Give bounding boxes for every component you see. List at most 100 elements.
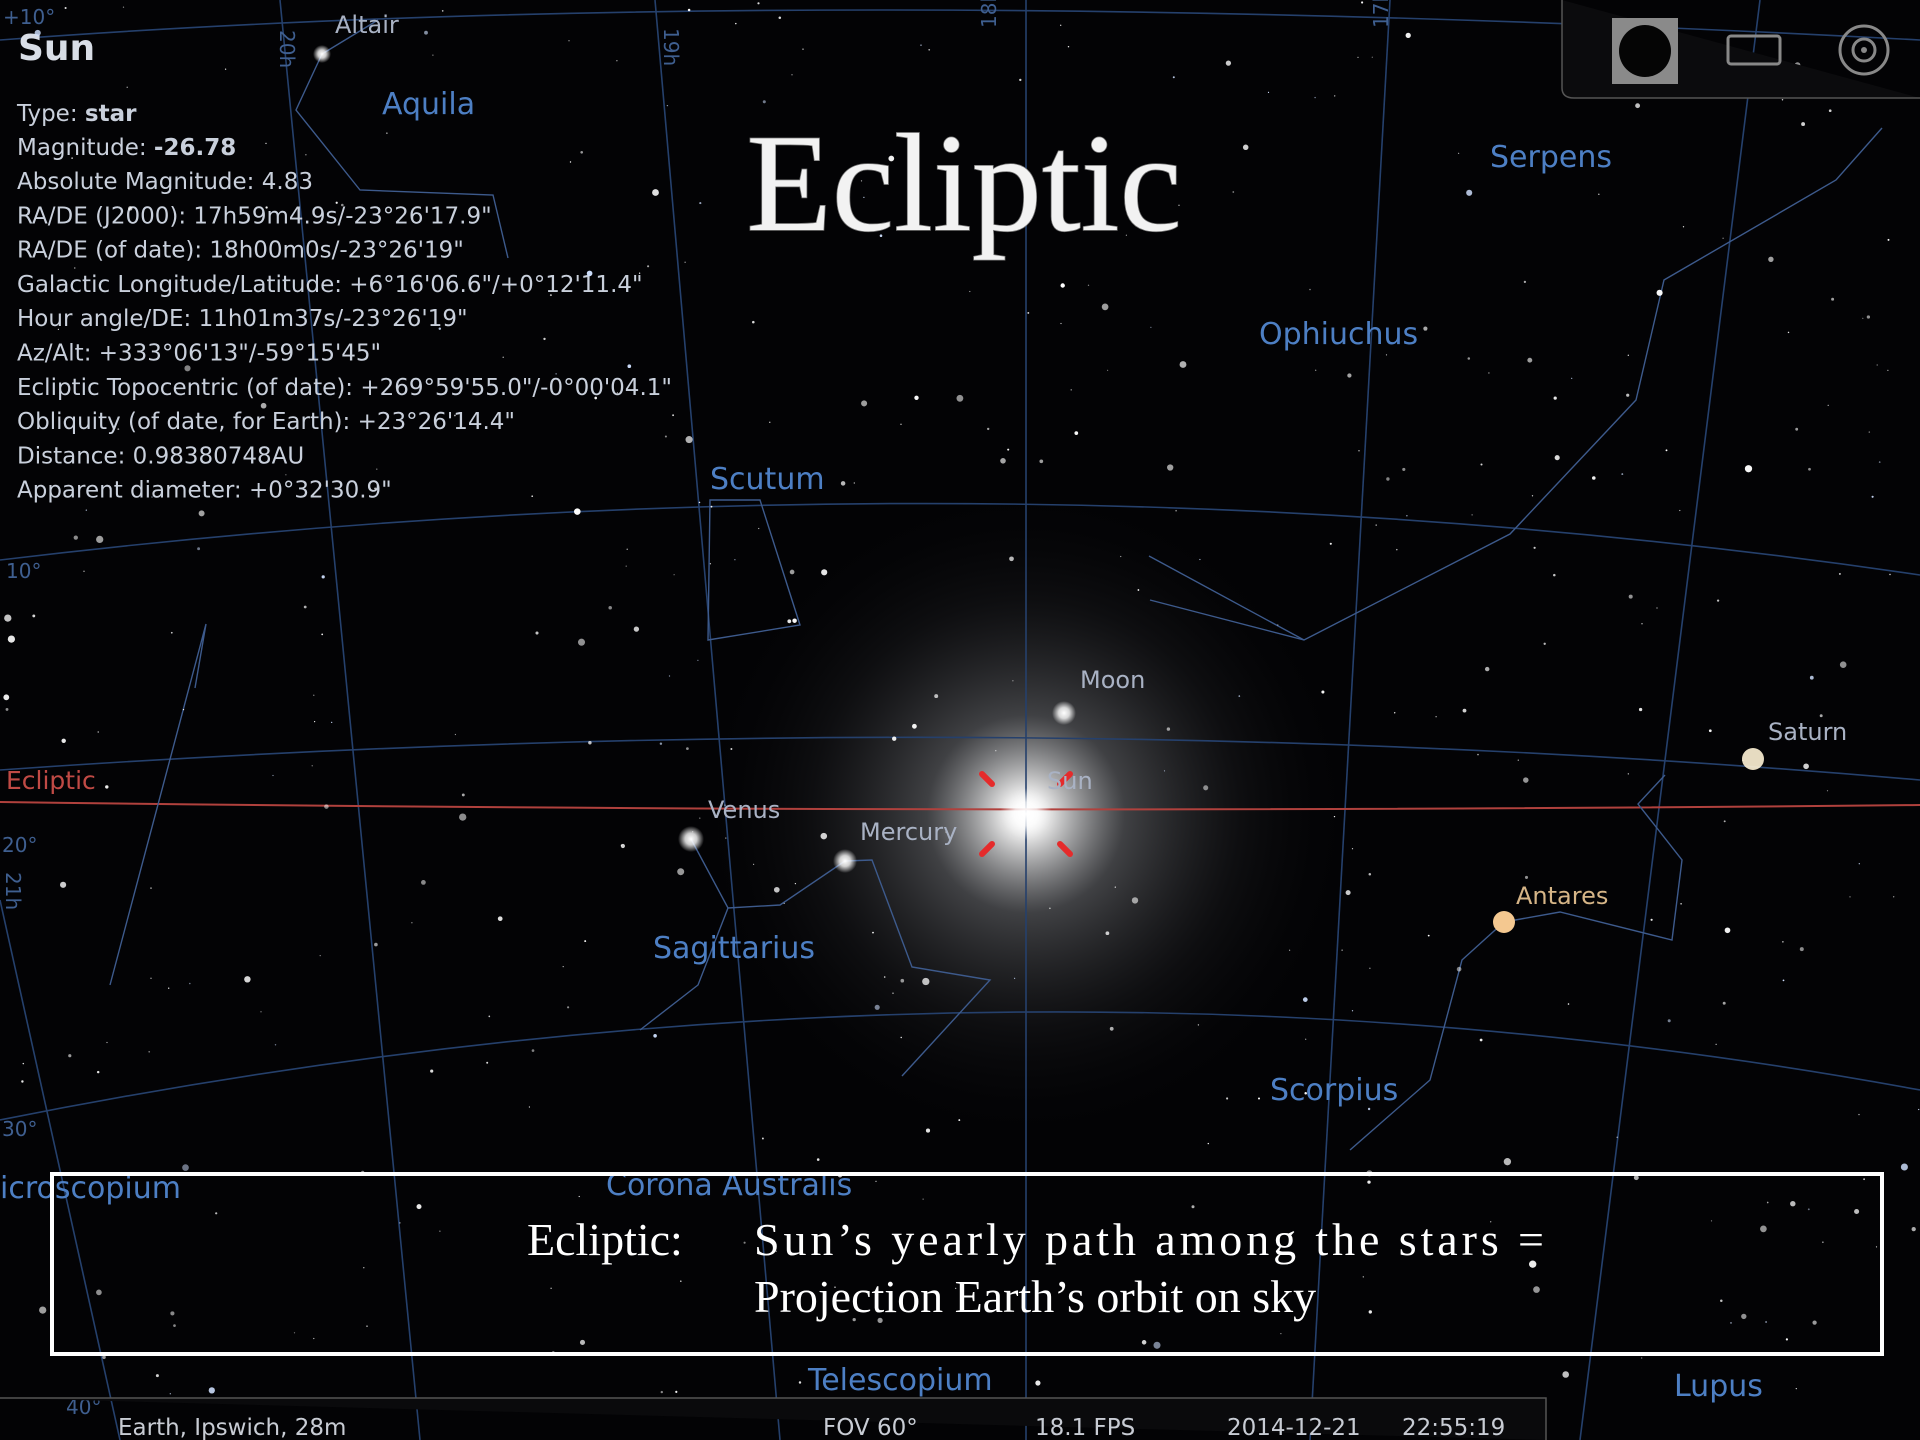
star	[1869, 431, 1870, 432]
star	[60, 882, 66, 888]
star	[320, 955, 321, 956]
star	[430, 1070, 433, 1073]
star	[1367, 1180, 1370, 1183]
star	[156, 1374, 159, 1377]
star	[1485, 667, 1489, 671]
star	[1765, 1321, 1767, 1323]
star	[1803, 763, 1809, 769]
star	[1361, 1, 1363, 3]
info-label: Type:	[16, 101, 78, 127]
caption-text: Projection Earth’s orbit on sky	[754, 1271, 1316, 1322]
slide-title: Ecliptic	[746, 106, 1181, 261]
toolbar-icon	[1861, 47, 1867, 53]
star	[1730, 1322, 1732, 1324]
star	[173, 1324, 176, 1327]
star	[934, 694, 938, 698]
star	[432, 54, 433, 55]
star	[285, 474, 286, 475]
star	[861, 400, 867, 406]
star	[1068, 46, 1069, 47]
star	[1808, 1208, 1810, 1210]
star	[1477, 754, 1479, 756]
star	[543, 338, 545, 340]
star	[71, 157, 73, 159]
star	[1088, 285, 1089, 286]
info-line: RA/DE (of date): 18h00m0s/-23°26'19"	[17, 238, 464, 264]
star	[699, 502, 701, 504]
star	[1887, 370, 1888, 371]
toolbar-icon	[1619, 25, 1671, 77]
grid-label: 21h	[1, 872, 25, 910]
star	[900, 424, 901, 425]
star	[74, 535, 78, 539]
star	[1723, 1002, 1726, 1005]
constellation-label: Ophiuchus	[1259, 317, 1418, 352]
star	[1303, 997, 1308, 1002]
star	[872, 932, 874, 934]
star	[920, 44, 921, 45]
star	[621, 844, 625, 848]
star	[1709, 729, 1712, 732]
star	[578, 639, 585, 646]
star	[1555, 455, 1560, 460]
star	[752, 321, 755, 324]
star	[1468, 357, 1471, 360]
star	[1372, 57, 1373, 58]
star	[787, 619, 791, 623]
star	[1621, 473, 1623, 475]
star	[660, 742, 662, 744]
star	[725, 837, 726, 838]
star	[1027, 312, 1029, 314]
star	[1808, 468, 1811, 471]
star	[1790, 1201, 1795, 1206]
star	[588, 741, 591, 744]
star	[1396, 549, 1398, 551]
star	[1504, 1158, 1511, 1165]
grid-label: 18h	[977, 0, 1001, 28]
star	[168, 988, 169, 989]
star	[265, 143, 266, 144]
object-label: Moon	[1080, 666, 1145, 694]
fps: 18.1 FPS	[1035, 1415, 1135, 1440]
star	[1656, 607, 1657, 608]
star	[1471, 514, 1472, 515]
star	[1358, 450, 1359, 451]
info-line: Hour angle/DE: 11h01m37s/-23°26'19"	[17, 306, 468, 332]
star	[1208, 1143, 1209, 1144]
star	[901, 1037, 902, 1038]
star	[1009, 556, 1014, 561]
star	[535, 631, 538, 634]
star	[912, 724, 917, 729]
star	[532, 1049, 535, 1052]
constellation-label: Lupus	[1674, 1369, 1763, 1404]
star	[1862, 318, 1863, 319]
star	[1801, 122, 1805, 126]
star	[608, 606, 612, 610]
star	[1523, 777, 1528, 782]
star	[1829, 109, 1832, 112]
star	[1795, 428, 1798, 431]
star	[1314, 97, 1315, 98]
star	[672, 414, 674, 416]
star	[1796, 1388, 1797, 1389]
star	[96, 1290, 102, 1296]
star	[366, 1325, 368, 1327]
star	[1683, 226, 1684, 227]
star	[305, 154, 306, 155]
star	[39, 1306, 46, 1313]
star	[170, 1393, 171, 1394]
star	[3, 694, 9, 700]
star	[1901, 1163, 1908, 1170]
star	[1859, 863, 1860, 864]
star	[652, 189, 659, 196]
star	[127, 87, 128, 88]
star	[995, 750, 996, 751]
star	[686, 436, 693, 443]
grid-label: 17h	[1369, 0, 1393, 28]
star	[1810, 676, 1814, 680]
star	[769, 422, 770, 423]
object-label: Antares	[1516, 882, 1608, 910]
star	[1831, 298, 1834, 301]
star	[1060, 25, 1061, 26]
star	[97, 1071, 99, 1073]
